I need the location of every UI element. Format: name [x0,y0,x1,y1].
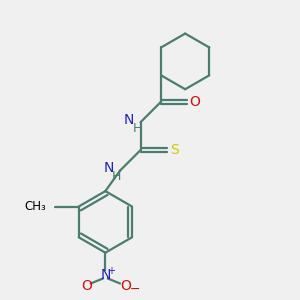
Text: N: N [100,268,111,282]
Text: −: − [129,283,140,296]
Text: S: S [170,143,178,157]
Text: H: H [112,170,121,183]
Text: +: + [106,266,115,276]
Text: N: N [103,161,114,175]
Text: O: O [81,279,92,293]
Text: O: O [120,279,131,293]
Text: CH₃: CH₃ [25,200,46,213]
Text: O: O [189,95,200,109]
Text: H: H [132,122,142,135]
Text: N: N [124,113,134,127]
